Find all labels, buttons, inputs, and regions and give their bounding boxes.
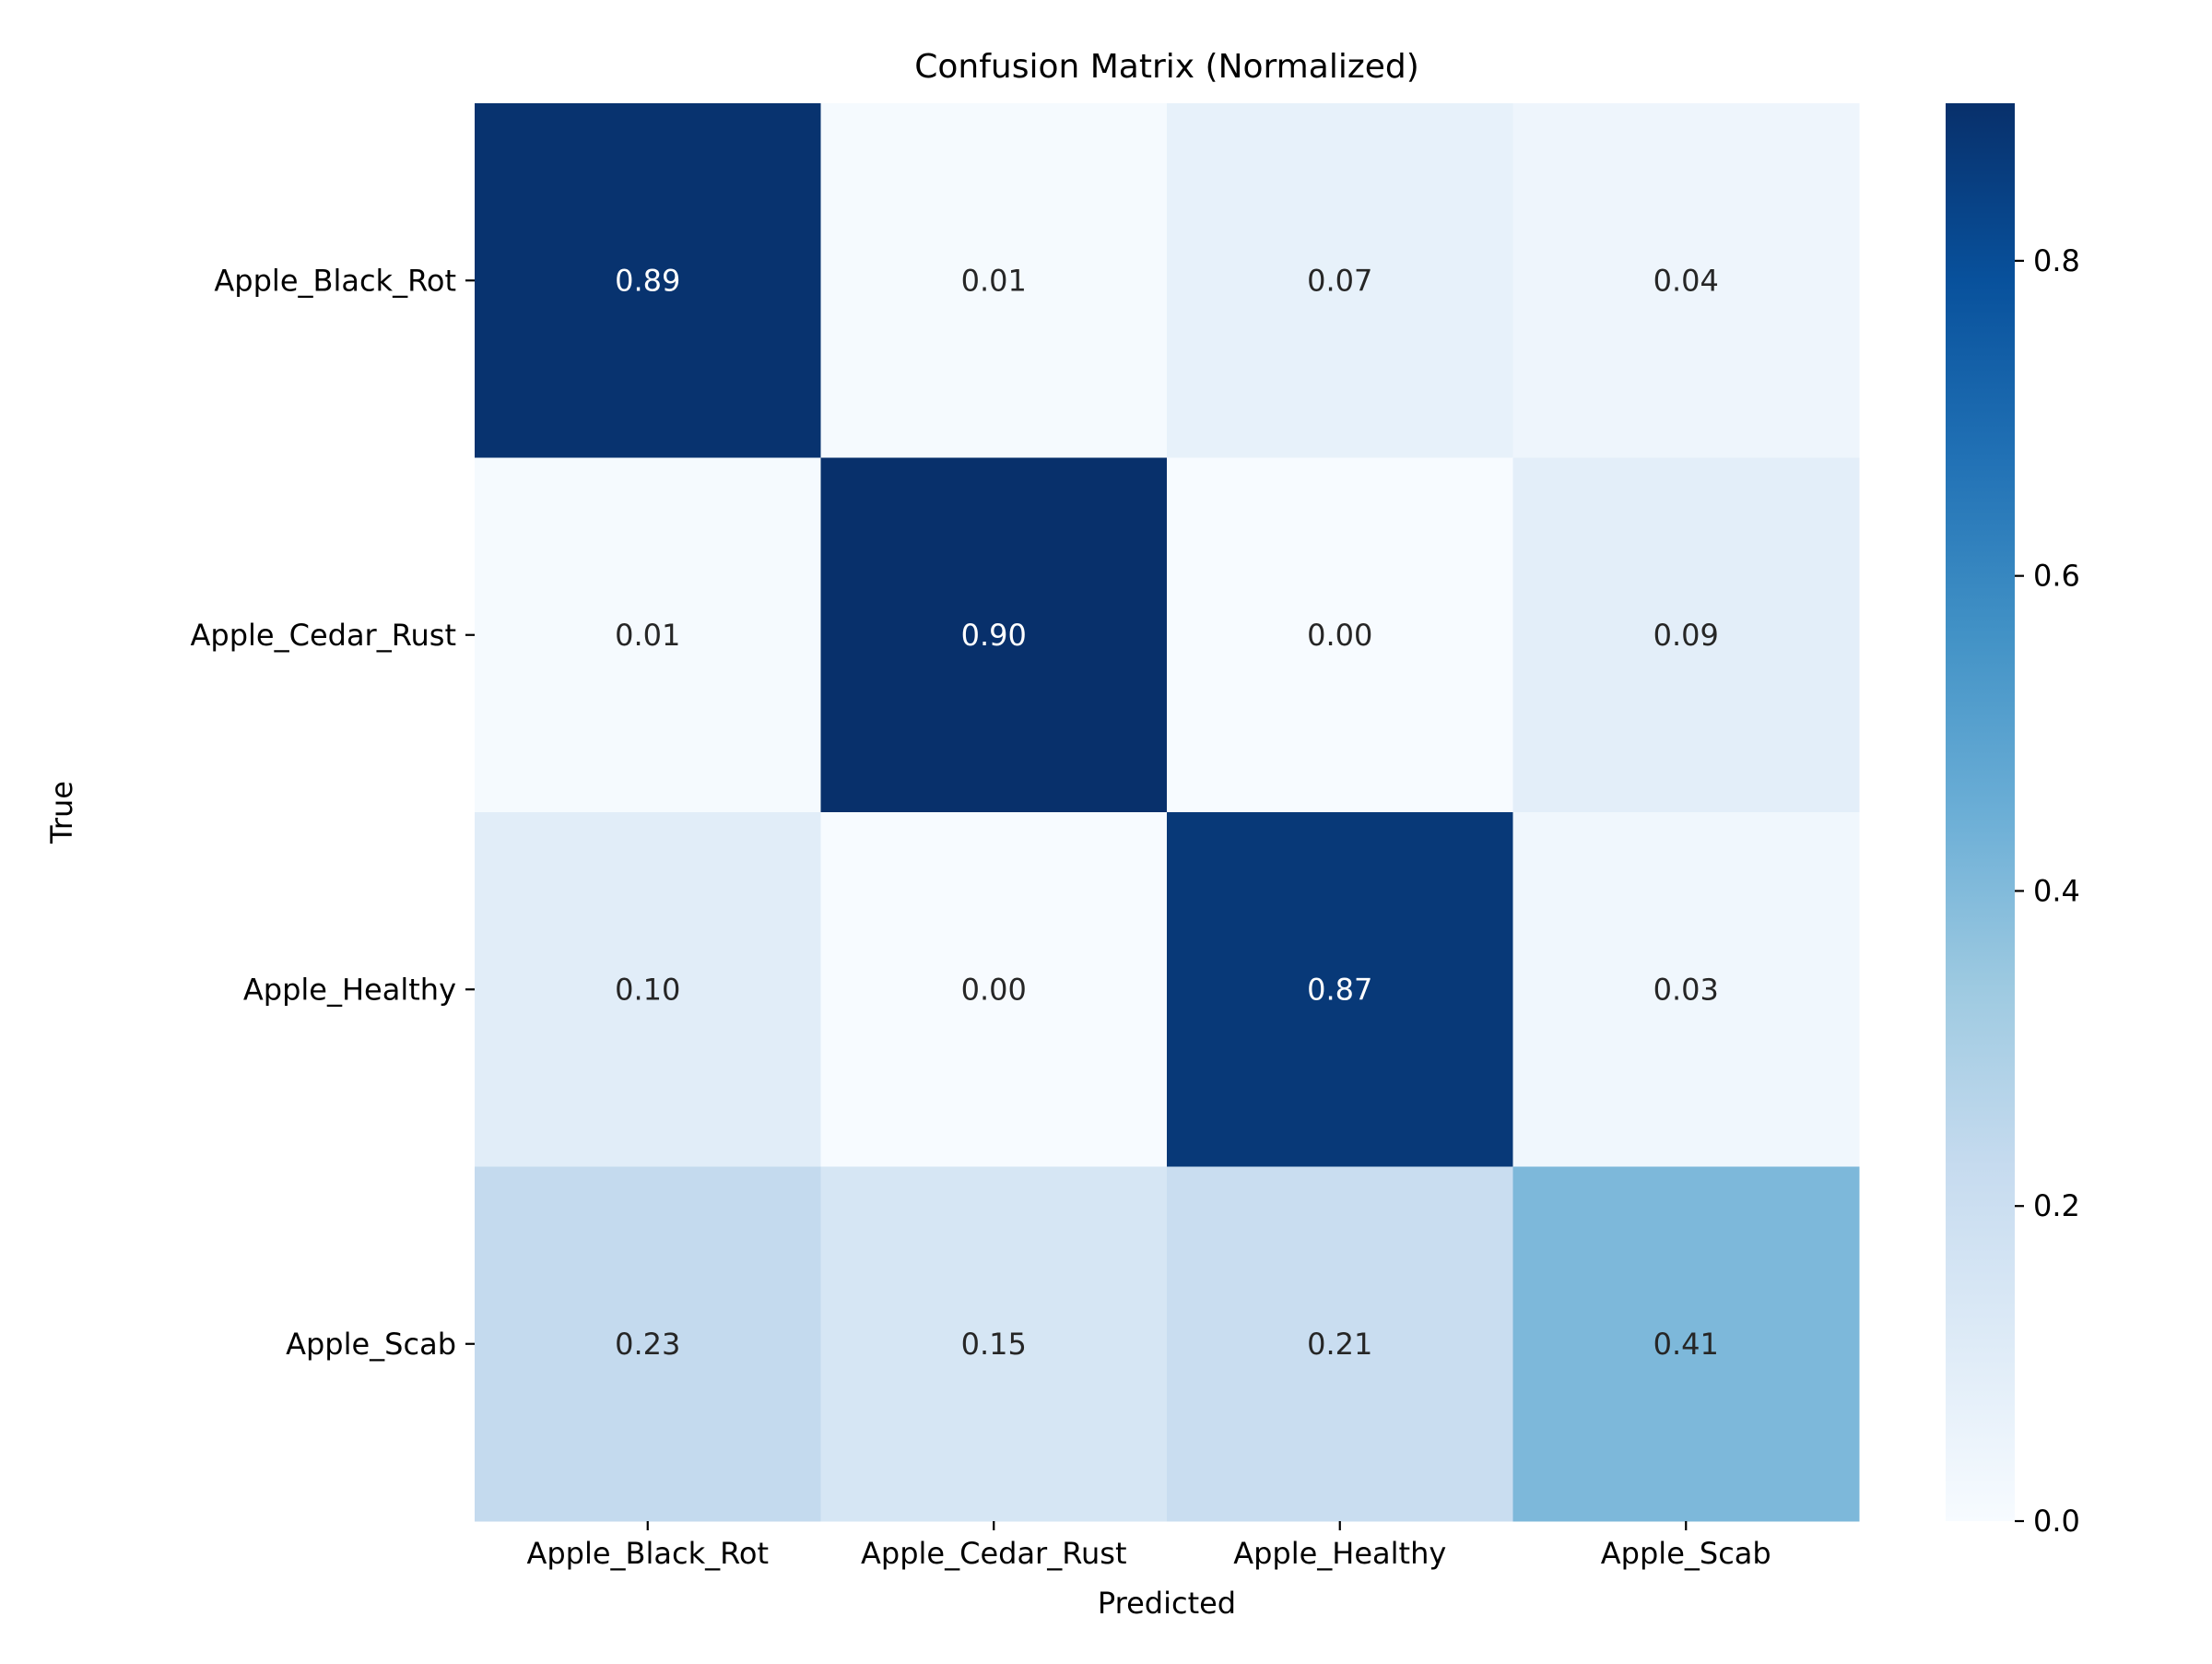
cell-value-label-r1-c1: 0.90 [961,618,1027,653]
y-tick-label-0: Apple_Black_Rot [214,263,456,298]
cell-value-label-r0-c2: 0.07 [1307,263,1372,298]
colorbar-tick-label-2: 0.4 [2033,873,2080,908]
cell-value-label-r1-c3: 0.09 [1653,618,1719,653]
colorbar-tick-label-0: 0.0 [2033,1504,2080,1539]
x-axis: Apple_Black_Rot Apple_Cedar_Rust Apple_Hea… [526,1521,1771,1571]
y-axis: Apple_Black_Rot Apple_Cedar_Rust Apple_Hea… [191,263,475,1362]
heatmap-cell-r3-c0 [475,1166,821,1522]
heatmap-cell-r1-c2 [1167,457,1513,813]
cell-value-label-r1-c2: 0.00 [1307,618,1372,653]
cell-value-label-r1-c0: 0.01 [615,618,680,653]
heatmap-cell-r3-c3 [1512,1166,1860,1522]
heatmap-cell-r2-c3 [1512,812,1860,1167]
heatmap-cell-r2-c2 [1167,812,1513,1167]
y-tick-label-2: Apple_Healthy [243,972,456,1007]
heatmap-cell-r1-c0 [475,457,821,813]
heatmap-cell-r0-c0 [475,103,821,458]
x-tick-label-1: Apple_Cedar_Rust [861,1536,1127,1571]
colorbar-tick-label-4: 0.8 [2033,243,2080,278]
x-tick-label-3: Apple_Scab [1601,1536,1771,1571]
heatmap-cell-r1-c1 [820,457,1168,813]
cell-value-label-r0-c3: 0.04 [1653,263,1719,298]
cell-value-label-r2-c2: 0.87 [1307,972,1372,1007]
heatmap-cell-r3-c2 [1167,1166,1513,1522]
y-tick-label-1: Apple_Cedar_Rust [191,618,457,653]
heatmap-cell-r2-c0 [475,812,821,1167]
x-tick-label-2: Apple_Healthy [1233,1536,1446,1571]
y-axis-label: True [44,781,79,844]
cell-value-label-r2-c3: 0.03 [1653,972,1719,1007]
cell-value-label-r0-c1: 0.01 [961,263,1027,298]
heatmap-cell-r0-c2 [1167,103,1513,458]
cell-value-label-r3-c3: 0.41 [1653,1327,1719,1362]
x-tick-label-0: Apple_Black_Rot [526,1536,769,1571]
cell-value-label-r3-c2: 0.21 [1307,1327,1372,1362]
cell-value-label-r2-c0: 0.10 [615,972,680,1007]
colorbar-tick-label-3: 0.6 [2033,559,2080,594]
colorbar-gradient [1946,103,2015,1521]
cell-value-label-r3-c0: 0.23 [615,1327,680,1362]
chart-title: Confusion Matrix (Normalized) [914,48,1419,86]
colorbar: 0.0 0.2 0.4 0.6 0.8 [1946,103,2080,1539]
cell-value-label-r3-c1: 0.15 [961,1327,1027,1362]
heatmap-cells: 0.89 0.01 0.07 0.04 0.01 0.90 0.00 0.09 0.10 0.00… [475,103,1860,1522]
heatmap-cell-r1-c3 [1512,457,1860,813]
heatmap-cell-r3-c1 [820,1166,1168,1522]
colorbar-tick-label-1: 0.2 [2033,1188,2080,1223]
cell-value-label-r2-c1: 0.00 [961,972,1027,1007]
y-tick-label-3: Apple_Scab [286,1327,456,1362]
x-axis-label: Predicted [1098,1586,1236,1621]
heatmap-cell-r2-c1 [820,812,1168,1167]
heatmap-cell-r0-c3 [1512,103,1860,458]
heatmap-cell-r0-c1 [820,103,1168,458]
cell-value-label-r0-c0: 0.89 [615,263,680,298]
